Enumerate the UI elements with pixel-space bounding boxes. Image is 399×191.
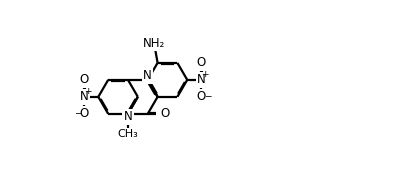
Text: NH₂: NH₂	[143, 37, 166, 50]
Text: N: N	[143, 70, 152, 83]
Text: O: O	[80, 107, 89, 120]
Text: CH₃: CH₃	[118, 129, 138, 139]
Text: O: O	[197, 90, 206, 103]
Text: N: N	[197, 73, 205, 86]
Text: N: N	[80, 90, 89, 103]
Text: N: N	[124, 110, 132, 123]
Text: O: O	[160, 107, 170, 120]
Text: +: +	[201, 70, 209, 79]
Text: O: O	[80, 73, 89, 86]
Text: −: −	[74, 108, 81, 117]
Text: +: +	[85, 87, 92, 96]
Text: −: −	[204, 91, 212, 100]
Text: O: O	[197, 56, 206, 69]
